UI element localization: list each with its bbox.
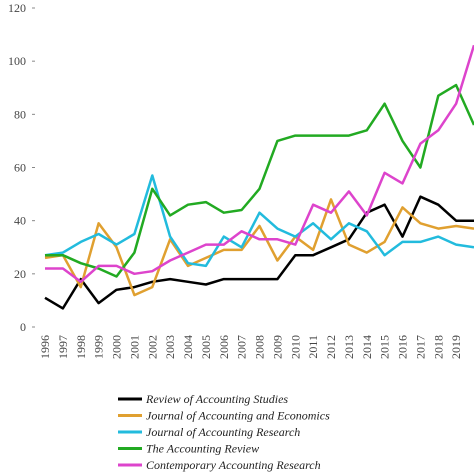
legend-label: Journal of Accounting Research (146, 425, 300, 439)
series-line (45, 83, 474, 278)
y-tick-label: 60 (14, 161, 26, 175)
legend-label: Journal of Accounting and Economics (146, 409, 330, 423)
x-tick-label: 2015 (378, 335, 392, 359)
x-tick-label: 2017 (413, 335, 427, 359)
y-tick-label: 120 (8, 1, 26, 15)
x-tick-label: 2018 (431, 335, 445, 359)
x-tick-label: 2006 (217, 335, 231, 359)
y-tick-label: 100 (8, 54, 26, 68)
x-tick-label: 2000 (110, 335, 124, 359)
x-tick-label: 2002 (145, 335, 159, 359)
x-tick-label: 2013 (342, 335, 356, 359)
x-tick-label: 2019 (449, 335, 463, 359)
x-tick-label: 1998 (74, 335, 88, 359)
x-tick-label: 2008 (253, 335, 267, 359)
legend-label: Review of Accounting Studies (145, 392, 288, 406)
x-tick-label: 2014 (360, 335, 374, 359)
x-tick-label: 2016 (396, 335, 410, 359)
series-line (44, 195, 474, 310)
x-tick-label: 2009 (270, 335, 284, 359)
y-tick-label: 20 (14, 267, 26, 281)
y-tick-label: 0 (20, 320, 26, 334)
x-tick-label: 2005 (199, 335, 213, 359)
x-tick-label: 2010 (288, 335, 302, 359)
x-tick-label: 1999 (92, 335, 106, 359)
y-tick-label: 80 (14, 107, 26, 121)
x-tick-label: 2004 (181, 335, 195, 359)
y-tick-label: 40 (14, 214, 26, 228)
x-tick-label: 2012 (324, 335, 338, 359)
legend-label: Contemporary Accounting Research (146, 458, 321, 472)
legend-label: The Accounting Review (146, 442, 259, 456)
x-tick-label: 2003 (163, 335, 177, 359)
series-line (44, 198, 474, 297)
x-tick-label: 2007 (235, 335, 249, 359)
x-tick-label: 1996 (38, 335, 52, 359)
series-line (45, 44, 474, 284)
x-tick-label: 2011 (306, 335, 320, 359)
x-tick-label: 2001 (127, 335, 141, 359)
x-tick-label: 1997 (56, 335, 70, 359)
series-line (44, 174, 474, 268)
